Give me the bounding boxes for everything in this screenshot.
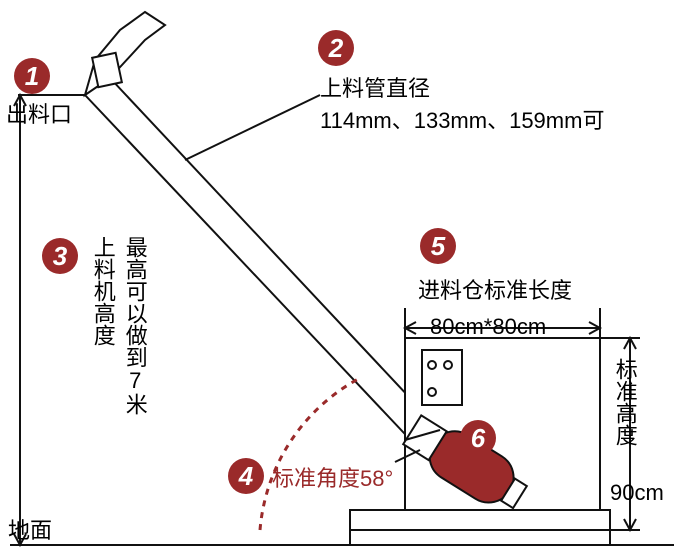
badge-6: 6 xyxy=(460,420,496,456)
badge-1: 1 xyxy=(14,58,50,94)
label-std-height-title: 标准高度 xyxy=(610,358,640,446)
label-ground: 地面 xyxy=(8,516,52,546)
label-height-name: 上料机高度 xyxy=(88,236,118,346)
badge-5: 5 xyxy=(420,228,456,264)
label-outlet: 出料口 xyxy=(6,100,72,130)
label-hopper-title: 进料仓标准长度 xyxy=(418,276,572,306)
badge-4: 4 xyxy=(228,458,264,494)
label-hopper-dim: 80cm*80cm xyxy=(430,312,546,342)
badge-3: 3 xyxy=(42,238,78,274)
label-angle: 标准角度58° xyxy=(272,464,393,494)
label-height-max: 最高可以做到7米 xyxy=(120,236,150,415)
badge-2: 2 xyxy=(318,30,354,66)
label-tube-spec: 114mm、133mm、159mm可 xyxy=(320,106,604,136)
label-tube-title: 上料管直径 xyxy=(320,74,430,104)
label-std-height-dim: 90cm xyxy=(610,478,664,508)
